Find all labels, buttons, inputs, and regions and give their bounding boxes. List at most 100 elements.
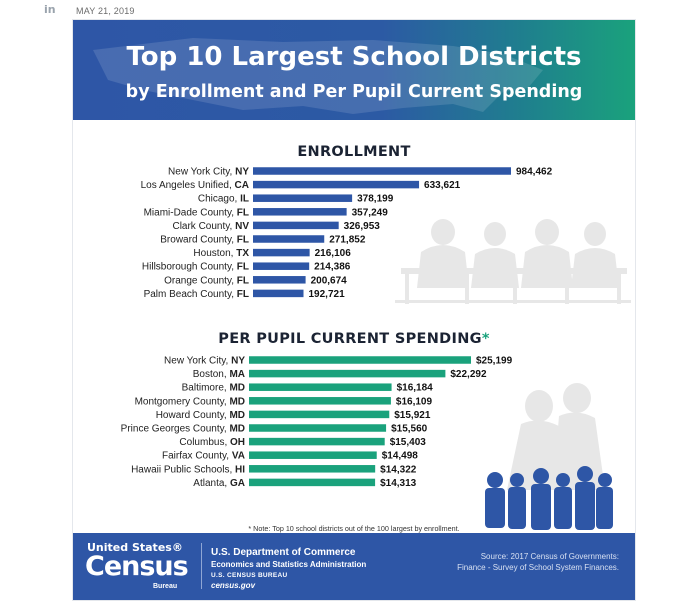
source-note: Source: 2017 Census of Governments: Fina…: [419, 551, 619, 573]
source-line2: Finance - Survey of School System Financ…: [457, 563, 619, 572]
enrollment-category-state: FL: [237, 235, 249, 246]
enrollment-value-label: 271,852: [329, 235, 366, 246]
us-map-silhouette-icon: [93, 38, 543, 114]
logo-bureau: Bureau: [153, 583, 178, 590]
source-line1: Source: 2017 Census of Governments:: [480, 552, 619, 561]
spending-category-label: Boston, MA: [193, 369, 245, 380]
spending-value-label: $15,560: [391, 424, 428, 435]
logo-registered-mark: ®: [171, 541, 183, 554]
census-logo[interactable]: United States® Census Bureau: [83, 541, 193, 593]
post-header: in MAY 21, 2019: [0, 0, 700, 22]
spending-category-state: MD: [229, 424, 245, 435]
spending-bar: [249, 397, 391, 405]
enrollment-bar: [253, 221, 339, 230]
enrollment-category-name: Palm Beach County,: [144, 289, 237, 300]
spending-category-label: Columbus, OH: [179, 437, 245, 448]
spending-value-label: $15,403: [390, 437, 427, 448]
logo-united-states: United States®: [87, 541, 183, 554]
dept-line1: U.S. Department of Commerce: [211, 547, 356, 558]
enrollment-category-label: Palm Beach County, FL: [144, 289, 249, 300]
enrollment-category-label: Hillsborough County, FL: [142, 262, 249, 273]
enrollment-value-label: 214,386: [314, 262, 351, 273]
spending-category-name: Atlanta,: [193, 478, 230, 489]
spending-category-state: OH: [230, 437, 245, 448]
spending-category-label: Prince Georges County, MD: [121, 424, 245, 435]
enrollment-category-name: Chicago,: [198, 194, 240, 205]
enrollment-category-state: NV: [235, 221, 249, 232]
enrollment-value-label: 326,953: [344, 221, 381, 232]
enrollment-bar: [253, 194, 353, 202]
footnote: * Note: Top 10 school districts out of t…: [248, 524, 460, 533]
spending-category-name: New York City,: [164, 356, 231, 367]
enrollment-category-state: FL: [237, 262, 249, 273]
enrollment-bar: [253, 262, 310, 270]
enrollment-category-state: CA: [235, 180, 249, 191]
spending-category-state: HI: [235, 464, 245, 475]
spending-category-label: Baltimore, MD: [182, 383, 245, 394]
enrollment-category-label: Clark County, NV: [172, 221, 249, 232]
post-date: MAY 21, 2019: [76, 6, 135, 16]
footer: United States® Census Bureau U.S. Depart…: [73, 533, 635, 600]
enrollment-category-name: Miami-Dade County,: [144, 207, 237, 218]
dept-line3: U.S. CENSUS BUREAU: [211, 572, 288, 579]
enrollment-category-label: Broward County, FL: [160, 235, 249, 246]
enrollment-value-label: 357,249: [352, 207, 389, 218]
enrollment-category-state: IL: [240, 194, 249, 205]
enrollment-bar: [253, 235, 325, 243]
spending-category-name: Prince Georges County,: [121, 424, 230, 435]
logo-census: Census: [85, 551, 189, 582]
spending-category-label: Hawaii Public Schools, HI: [131, 464, 245, 475]
spending-category-label: New York City, NY: [164, 356, 245, 367]
spending-category-state: MD: [229, 410, 245, 421]
spending-value-label: $15,921: [394, 410, 431, 421]
enrollment-category-state: TX: [236, 248, 249, 259]
classroom-silhouette-icon: [395, 219, 631, 304]
enrollment-value-label: 192,721: [309, 289, 346, 300]
enrollment-value-label: 200,674: [311, 275, 348, 286]
infographic-subtitle: by Enrollment and Per Pupil Current Spen…: [125, 82, 583, 102]
spending-bar: [249, 410, 390, 419]
infographic-header: Top 10 Largest School Districts by Enrol…: [73, 20, 635, 120]
spending-bar: [249, 437, 385, 446]
enrollment-category-name: New York City,: [168, 167, 235, 178]
enrollment-chart-svg: New York City, NY 984,462 Los Angeles Unif…: [141, 167, 553, 300]
spending-title-asterisk: *: [481, 331, 490, 347]
linkedin-icon[interactable]: in: [44, 3, 56, 16]
spending-bar: [249, 356, 471, 364]
spending-bar: [249, 369, 446, 378]
students-silhouette-icon: [485, 383, 613, 530]
spending-category-label: Atlanta, GA: [193, 478, 245, 489]
spending-bar: [249, 451, 377, 459]
enrollment-bar: [253, 289, 304, 298]
enrollment-category-name: Broward County,: [160, 235, 237, 246]
infographic: Top 10 Largest School Districts by Enrol…: [73, 20, 635, 600]
enrollment-section-title: ENROLLMENT: [73, 144, 635, 160]
enrollment-category-label: Los Angeles Unified, CA: [141, 180, 249, 191]
spending-value-label: $16,184: [397, 383, 434, 394]
enrollment-value-label: 633,621: [424, 180, 461, 191]
enrollment-category-label: Chicago, IL: [198, 194, 249, 205]
infographic-title: Top 10 Largest School Districts: [126, 42, 582, 72]
enrollment-value-label: 984,462: [516, 167, 553, 178]
spending-chart: New York City, NY $25,199 Boston, MA $22,29…: [73, 354, 635, 496]
spending-category-label: Howard County, MD: [156, 410, 245, 421]
enrollment-bar: [253, 167, 511, 175]
enrollment-category-name: Clark County,: [172, 221, 235, 232]
spending-category-name: Baltimore,: [182, 383, 230, 394]
dept-line2: Economics and Statistics Administration: [211, 560, 367, 569]
enrollment-category-label: New York City, NY: [168, 167, 249, 178]
spending-bar: [249, 383, 392, 391]
enrollment-value-label: 378,199: [357, 194, 394, 205]
enrollment-category-state: FL: [237, 275, 249, 286]
spending-category-state: MD: [229, 383, 245, 394]
census-website-link[interactable]: census.gov: [211, 581, 256, 590]
footer-divider: [201, 543, 202, 589]
spending-value-label: $16,109: [396, 396, 433, 407]
spending-chart-svg: New York City, NY $25,199 Boston, MA $22,29…: [121, 356, 513, 489]
enrollment-category-state: FL: [237, 289, 249, 300]
spending-category-state: NY: [231, 356, 245, 367]
spending-category-state: MD: [229, 396, 245, 407]
spending-category-name: Montgomery County,: [135, 396, 230, 407]
enrollment-category-state: FL: [237, 207, 249, 218]
enrollment-bar: [253, 180, 420, 189]
